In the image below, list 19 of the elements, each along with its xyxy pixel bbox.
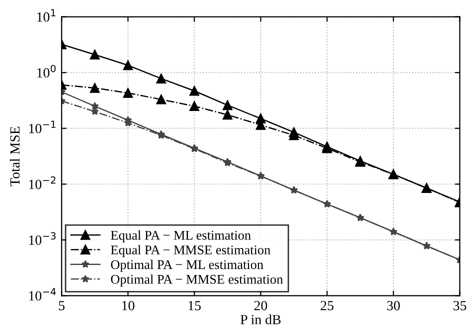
legend-label: Optimal PA − MMSE estimation — [110, 274, 283, 286]
x-tick-label: 5 — [58, 301, 65, 310]
x-tick-label: 35 — [454, 300, 466, 310]
x-axis-title: P in dB — [240, 314, 281, 324]
y-tick-label: 10$^{−2}$ — [29, 176, 56, 190]
x-tick-label: 20 — [254, 300, 268, 310]
x-tick-label: 15 — [188, 301, 201, 310]
y-tick-label: 10$^{1}$ — [37, 9, 56, 22]
y-tick-label: 10$^{−1}$ — [29, 120, 56, 134]
x-tick-label: 10 — [122, 300, 134, 310]
y-tick-label: 10$^{−4}$ — [29, 288, 56, 301]
legend-label: Optimal PA − ML estimation — [110, 260, 264, 272]
x-tick-label: 25 — [320, 300, 334, 310]
y-tick-label: 10$^{−3}$ — [29, 232, 56, 245]
y-tick-label: 10$^{0}$ — [37, 64, 56, 78]
legend-label: Equal PA − ML estimation — [110, 230, 251, 242]
x-tick-label: 30 — [387, 300, 400, 310]
legend-label: Equal PA − MMSE estimation — [110, 245, 270, 258]
y-axis-title: Total MSE — [10, 126, 20, 186]
